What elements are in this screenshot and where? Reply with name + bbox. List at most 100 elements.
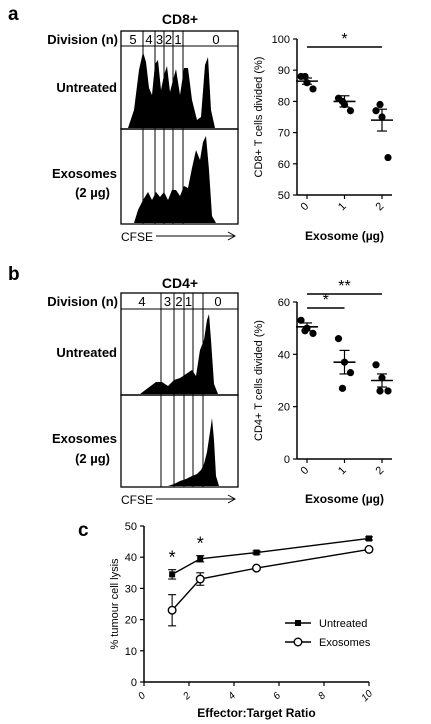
data-point	[334, 335, 343, 343]
division-numbers-b: 4 3 2 1 0	[138, 294, 221, 309]
cfse-arrowhead-b	[227, 494, 237, 504]
data-point	[372, 361, 380, 369]
division-number: 1	[185, 294, 192, 309]
legend-marker	[293, 637, 303, 647]
histogram-exosomes-a	[121, 136, 238, 223]
y-tick-label: 30	[125, 583, 137, 595]
panel-b-flow: b CD4+ Division (n) 4 3 2 1 0 Untreated …	[8, 264, 239, 507]
division-gates-a	[142, 31, 184, 224]
division-number: 1	[174, 32, 181, 47]
data-point	[297, 316, 305, 324]
row-label-untreated-b: Untreated	[56, 345, 117, 360]
division-number: 4	[138, 294, 145, 309]
data-point	[346, 369, 355, 377]
data-point	[384, 153, 392, 162]
data-point	[195, 574, 205, 584]
significance-marker: *	[197, 534, 204, 554]
division-label-a: Division (n)	[47, 32, 118, 47]
division-number: 4	[145, 32, 152, 47]
y-tick-label: 60	[278, 297, 290, 309]
row-label-exosomes-a: Exosomes	[52, 166, 117, 181]
data-point	[197, 555, 204, 562]
y-tick-label: 40	[278, 349, 290, 361]
y-tick-label: 80	[278, 96, 290, 108]
row-label-untreated-a: Untreated	[56, 80, 117, 95]
x-axis-title: Exosome (µg)	[305, 229, 384, 243]
data-point	[338, 384, 347, 392]
y-axis-title: CD8+ T cells divided (%)	[253, 57, 265, 178]
panel-letter-c: c	[78, 520, 89, 541]
division-number: 5	[129, 32, 136, 47]
panel-letter-b: b	[8, 264, 20, 285]
x-axis-title: Exosome (µg)	[305, 492, 384, 506]
y-tick-label: 40	[125, 552, 137, 564]
data-point	[346, 107, 355, 115]
data-point	[364, 544, 374, 554]
data-point	[366, 535, 372, 542]
y-tick-label: 100	[272, 34, 290, 46]
data-point	[309, 85, 317, 93]
cfse-arrowhead-a	[227, 231, 237, 241]
histogram-frame-exosomes-a	[120, 128, 239, 225]
y-tick-label: 90	[278, 65, 290, 77]
legend-label: Exosomes	[319, 637, 371, 649]
histogram-untreated-b	[121, 314, 238, 394]
y-axis-title: CD4+ T cells divided (%)	[253, 320, 265, 441]
division-numbers-a: 5 4 3 2 1 0	[129, 32, 219, 47]
cfse-label-b: CFSE	[121, 493, 153, 507]
data-point	[384, 387, 392, 395]
x-tick-label: 1	[336, 464, 349, 477]
division-number: 2	[165, 32, 172, 47]
scatter-chart-cd8: 50 60 70 80 90 100 0 1 2 * CD8+ T cells divided (%…	[253, 31, 393, 243]
data-point	[309, 329, 317, 337]
division-number: 0	[212, 32, 219, 47]
y-tick-label: 0	[284, 454, 290, 466]
significance-marker: **	[338, 278, 350, 295]
significance-marker: *	[341, 31, 347, 48]
x-tick-label: 6	[271, 690, 283, 702]
histogram-exosomes-b	[121, 418, 238, 486]
data-point	[372, 107, 380, 115]
y-axis-title: % tumour cell lysis	[109, 558, 121, 650]
y-tick-label: 10	[125, 646, 137, 658]
series-line	[171, 537, 370, 575]
x-tick-label: 0	[298, 200, 311, 213]
x-tick-label: 0	[298, 464, 311, 477]
x-tick-label: 0	[136, 690, 148, 702]
y-tick-label: 20	[125, 615, 137, 627]
x-tick-label: 2	[373, 464, 386, 477]
x-tick-label: 4	[226, 690, 238, 702]
cd8-label: CD8+	[162, 11, 198, 27]
panel-letter-a: a	[8, 4, 19, 25]
y-tick-label: 60	[278, 159, 290, 171]
division-gates-b	[160, 293, 204, 487]
data-point	[169, 571, 176, 578]
significance-marker: *	[169, 548, 176, 568]
data-point	[167, 605, 177, 615]
data-point	[253, 549, 260, 556]
x-tick-label: 1	[336, 200, 349, 213]
division-label-b: Division (n)	[47, 294, 118, 309]
division-number: 3	[164, 294, 171, 309]
division-number: 2	[175, 294, 182, 309]
cfse-label-a: CFSE	[121, 230, 153, 244]
y-tick-label: 50	[125, 521, 137, 533]
line-chart-lysis: 0 10 20 30 40 50 0 2 4 6 8 10 Untreated Exosomes * * % t…	[109, 521, 375, 720]
x-tick-label: 2	[181, 690, 194, 703]
x-tick-label: 10	[359, 688, 375, 704]
row-label-exosomes-b: Exosomes	[52, 431, 117, 446]
y-tick-label: 0	[131, 677, 137, 689]
legend-marker	[295, 620, 301, 626]
y-tick-label: 20	[278, 402, 290, 414]
y-tick-label: 70	[278, 128, 290, 140]
cd4-label: CD4+	[162, 275, 198, 291]
row-label-exosomes-dose-a: (2 µg)	[75, 185, 110, 200]
data-point	[376, 387, 384, 395]
x-tick-label: 8	[316, 690, 328, 702]
division-number: 3	[156, 32, 163, 47]
row-label-exosomes-dose-b: (2 µg)	[75, 451, 110, 466]
division-number: 0	[214, 294, 221, 309]
data-point	[251, 563, 261, 573]
